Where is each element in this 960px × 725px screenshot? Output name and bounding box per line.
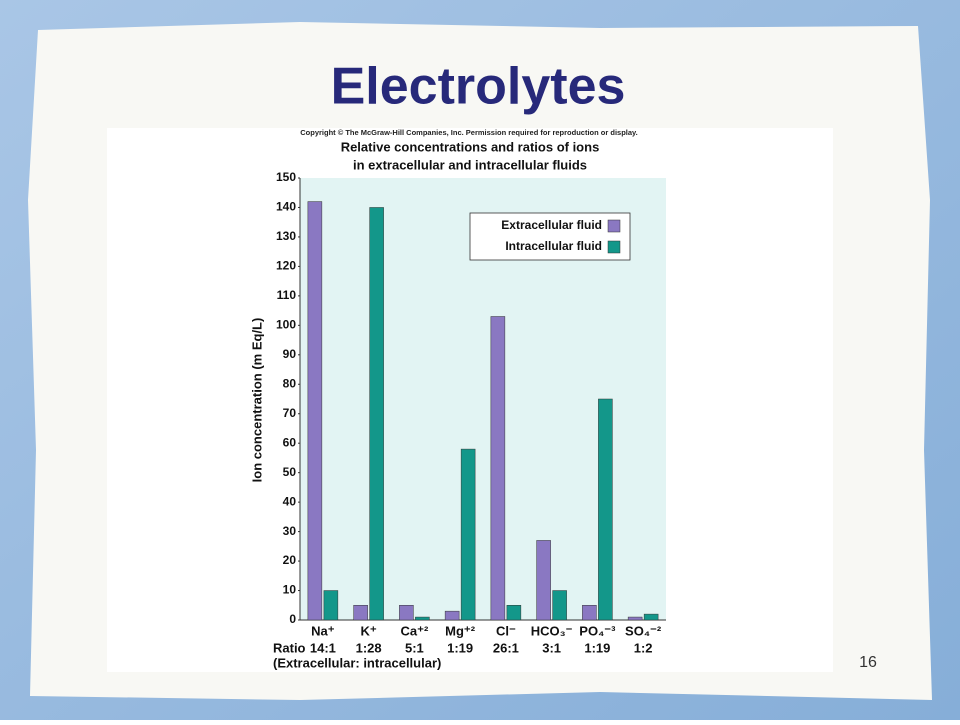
y-tick-label: 140 [276, 200, 296, 214]
ratio: 5:1 [405, 640, 424, 655]
legend-box [469, 212, 631, 261]
x-tick-label: Na⁺ [311, 623, 335, 638]
x-tick-label: HCO₃⁻ [531, 623, 573, 638]
y-axis-label: Ion concentration (m Eq/L) [249, 318, 264, 483]
legend-swatch [607, 240, 621, 254]
bar [643, 613, 659, 621]
ratio-label: Ratio [273, 640, 306, 655]
bar [369, 207, 384, 621]
y-tick-label: 0 [289, 612, 296, 626]
bar [627, 616, 643, 621]
slide-title: Electrolytes [331, 58, 626, 116]
bar [323, 590, 339, 621]
bar [598, 398, 613, 621]
y-tick-label: 10 [283, 583, 297, 597]
bar [444, 610, 460, 621]
y-tick-label: 70 [283, 406, 297, 420]
x-tick-label: PO₄⁻³ [579, 623, 616, 638]
x-tick-label: Mg⁺² [445, 623, 476, 638]
ratio: 14:1 [310, 640, 336, 655]
y-tick-label: 50 [283, 465, 297, 479]
y-tick-label: 100 [276, 318, 296, 332]
bar [415, 616, 430, 621]
ratio: 3:1 [542, 640, 561, 655]
ratio: 1:19 [584, 640, 610, 655]
page-number: 16 [859, 654, 877, 671]
ratio: 1:28 [356, 640, 382, 655]
bar [552, 590, 567, 621]
bar [460, 448, 476, 621]
y-tick-label: 80 [283, 376, 297, 390]
x-tick-label: Cl⁻ [496, 623, 516, 638]
x-tick-label: Ca⁺² [400, 623, 428, 638]
chart-title: Relative concentrations and ratios of io… [341, 139, 600, 154]
legend-swatch [607, 219, 621, 233]
copyright: Copyright © The McGraw-Hill Companies, I… [300, 128, 638, 137]
ratio: 26:1 [493, 640, 519, 655]
ratio: 1:19 [447, 640, 473, 655]
y-tick-label: 130 [276, 229, 296, 243]
x-tick-label: SO₄⁻² [625, 623, 662, 638]
bar [307, 201, 323, 621]
bar [506, 605, 522, 621]
legend-label: Intracellular fluid [505, 239, 602, 253]
chart-title: in extracellular and intracellular fluid… [353, 157, 587, 172]
y-tick-label: 90 [283, 347, 297, 361]
x-tick-label: K⁺ [361, 623, 377, 638]
legend-label: Extracellular fluid [501, 218, 602, 232]
y-tick-label: 40 [283, 494, 297, 508]
y-tick-label: 110 [277, 288, 297, 302]
y-tick-label: 120 [276, 259, 296, 273]
ratio: 1:2 [634, 640, 653, 655]
y-tick-label: 20 [283, 553, 297, 567]
bar [353, 605, 368, 621]
bar [490, 316, 506, 621]
bar [582, 605, 597, 621]
bar [399, 605, 414, 621]
y-tick-label: 60 [283, 435, 297, 449]
y-tick-label: 150 [276, 170, 296, 184]
bar [536, 540, 551, 621]
y-tick-label: 30 [283, 524, 297, 538]
ratio-note: (Extracellular: intracellular) [273, 655, 441, 670]
